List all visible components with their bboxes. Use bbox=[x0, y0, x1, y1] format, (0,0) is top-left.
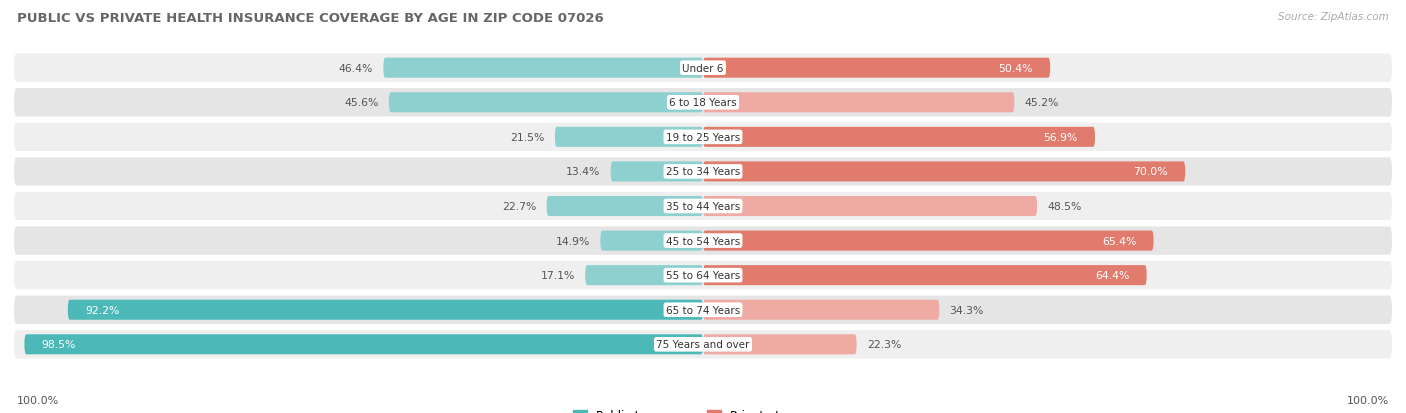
FancyBboxPatch shape bbox=[703, 231, 1153, 251]
Text: 34.3%: 34.3% bbox=[949, 305, 984, 315]
Text: 45 to 54 Years: 45 to 54 Years bbox=[666, 236, 740, 246]
Text: 25 to 34 Years: 25 to 34 Years bbox=[666, 167, 740, 177]
Text: 45.6%: 45.6% bbox=[344, 98, 378, 108]
Text: 56.9%: 56.9% bbox=[1043, 133, 1078, 142]
Text: Source: ZipAtlas.com: Source: ZipAtlas.com bbox=[1278, 12, 1389, 22]
Text: PUBLIC VS PRIVATE HEALTH INSURANCE COVERAGE BY AGE IN ZIP CODE 07026: PUBLIC VS PRIVATE HEALTH INSURANCE COVER… bbox=[17, 12, 603, 25]
FancyBboxPatch shape bbox=[703, 59, 1050, 78]
Text: 19 to 25 Years: 19 to 25 Years bbox=[666, 133, 740, 142]
Text: 64.4%: 64.4% bbox=[1095, 271, 1129, 280]
Text: 50.4%: 50.4% bbox=[998, 64, 1033, 74]
FancyBboxPatch shape bbox=[389, 93, 703, 113]
Text: 6 to 18 Years: 6 to 18 Years bbox=[669, 98, 737, 108]
Text: 65.4%: 65.4% bbox=[1102, 236, 1136, 246]
Text: 100.0%: 100.0% bbox=[17, 395, 59, 405]
Text: 100.0%: 100.0% bbox=[1347, 395, 1389, 405]
FancyBboxPatch shape bbox=[703, 335, 856, 354]
Text: 48.5%: 48.5% bbox=[1047, 202, 1081, 211]
FancyBboxPatch shape bbox=[703, 128, 1095, 147]
FancyBboxPatch shape bbox=[384, 59, 703, 78]
Legend: Public Insurance, Private Insurance: Public Insurance, Private Insurance bbox=[568, 404, 838, 413]
FancyBboxPatch shape bbox=[14, 158, 1392, 186]
FancyBboxPatch shape bbox=[610, 162, 703, 182]
FancyBboxPatch shape bbox=[600, 231, 703, 251]
FancyBboxPatch shape bbox=[14, 261, 1392, 290]
FancyBboxPatch shape bbox=[14, 55, 1392, 83]
FancyBboxPatch shape bbox=[547, 197, 703, 216]
Text: 75 Years and over: 75 Years and over bbox=[657, 339, 749, 349]
Text: 46.4%: 46.4% bbox=[339, 64, 373, 74]
FancyBboxPatch shape bbox=[585, 266, 703, 285]
Text: 92.2%: 92.2% bbox=[84, 305, 120, 315]
Text: 98.5%: 98.5% bbox=[42, 339, 76, 349]
Text: 70.0%: 70.0% bbox=[1133, 167, 1168, 177]
FancyBboxPatch shape bbox=[703, 266, 1147, 285]
FancyBboxPatch shape bbox=[703, 93, 1014, 113]
Text: 14.9%: 14.9% bbox=[555, 236, 591, 246]
Text: 65 to 74 Years: 65 to 74 Years bbox=[666, 305, 740, 315]
Text: Under 6: Under 6 bbox=[682, 64, 724, 74]
FancyBboxPatch shape bbox=[703, 162, 1185, 182]
Text: 45.2%: 45.2% bbox=[1025, 98, 1059, 108]
FancyBboxPatch shape bbox=[14, 89, 1392, 117]
FancyBboxPatch shape bbox=[14, 192, 1392, 221]
Text: 35 to 44 Years: 35 to 44 Years bbox=[666, 202, 740, 211]
FancyBboxPatch shape bbox=[703, 197, 1038, 216]
FancyBboxPatch shape bbox=[14, 330, 1392, 358]
Text: 17.1%: 17.1% bbox=[540, 271, 575, 280]
Text: 55 to 64 Years: 55 to 64 Years bbox=[666, 271, 740, 280]
FancyBboxPatch shape bbox=[14, 123, 1392, 152]
FancyBboxPatch shape bbox=[14, 227, 1392, 255]
Text: 22.7%: 22.7% bbox=[502, 202, 536, 211]
FancyBboxPatch shape bbox=[24, 335, 703, 354]
Text: 13.4%: 13.4% bbox=[567, 167, 600, 177]
Text: 21.5%: 21.5% bbox=[510, 133, 544, 142]
FancyBboxPatch shape bbox=[555, 128, 703, 147]
FancyBboxPatch shape bbox=[67, 300, 703, 320]
Text: 22.3%: 22.3% bbox=[868, 339, 901, 349]
FancyBboxPatch shape bbox=[14, 296, 1392, 324]
FancyBboxPatch shape bbox=[703, 300, 939, 320]
